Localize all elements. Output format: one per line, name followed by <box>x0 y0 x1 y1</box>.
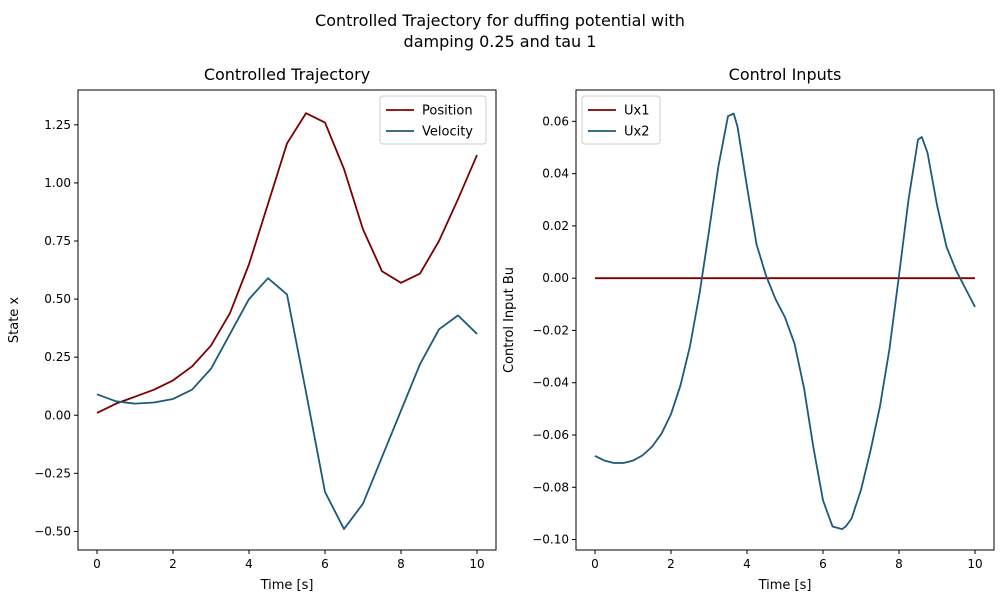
y-tick-label: −0.02 <box>532 323 569 337</box>
x-tick-label: 4 <box>743 557 751 571</box>
y-tick-label: 0.04 <box>542 167 569 181</box>
x-tick-label: 10 <box>469 557 484 571</box>
y-tick-label: 0.75 <box>44 234 71 248</box>
y-tick-label: −0.25 <box>34 466 71 480</box>
legend-box <box>379 95 487 145</box>
subplot-title: Controlled Trajectory <box>204 65 370 84</box>
y-tick-label: 0.06 <box>542 114 569 128</box>
y-tick-label: −0.50 <box>34 524 71 538</box>
y-tick-label: −0.06 <box>532 428 569 442</box>
plot-frame <box>77 89 497 551</box>
y-tick-label: 0.50 <box>44 292 71 306</box>
y-axis-label: Control Input Bu <box>502 267 517 373</box>
y-tick-label: 0.25 <box>44 350 71 364</box>
x-tick-label: 2 <box>169 557 177 571</box>
legend-label-ux2: Ux2 <box>624 125 649 140</box>
legend-label-ux1: Ux1 <box>624 104 649 119</box>
y-tick-label: −0.08 <box>532 480 569 494</box>
legend: Position Velocity <box>379 95 487 145</box>
legend-label-velocity: Velocity <box>422 125 473 140</box>
y-tick-label: 0.00 <box>542 271 569 285</box>
x-tick-label: 0 <box>591 557 599 571</box>
x-tick-label: 8 <box>895 557 903 571</box>
subplot-2: Control Inputs 0 2 4 6 8 10 −0.10 −0.08 −0.06 −0.0… <box>502 65 995 593</box>
figure-title-line-2: damping 0.25 and tau 1 <box>403 32 597 51</box>
y-tick-label: −0.10 <box>532 533 569 547</box>
y-tick-label: 0.02 <box>542 219 569 233</box>
series-line-velocity <box>96 277 478 530</box>
x-tick-label: 0 <box>93 557 101 571</box>
series-line-ux2 <box>594 112 976 530</box>
y-tick-label: 1.25 <box>44 118 71 132</box>
figure-title: Controlled Trajectory for duffing potent… <box>0 10 1000 52</box>
plot-frame <box>575 89 995 551</box>
subplot-1: Controlled Trajectory 0 2 4 6 8 10 −0.50 −0.25 0.… <box>7 65 497 593</box>
x-tick-label: 2 <box>667 557 675 571</box>
x-tick-label: 10 <box>967 557 982 571</box>
figure-title-line-1: Controlled Trajectory for duffing potent… <box>315 11 685 30</box>
y-tick-label: 0.00 <box>44 408 71 422</box>
y-tick-label: 1.00 <box>44 176 71 190</box>
x-tick-label: 4 <box>245 557 253 571</box>
subplot-title: Control Inputs <box>729 65 842 84</box>
legend-box <box>581 95 661 145</box>
x-tick-label: 8 <box>397 557 405 571</box>
x-axis-label: Time [s] <box>758 578 812 593</box>
y-axis-label: State x <box>7 297 22 344</box>
legend-label-position: Position <box>422 104 473 119</box>
x-tick-label: 6 <box>321 557 329 571</box>
x-axis-label: Time [s] <box>260 578 314 593</box>
y-tick-label: −0.04 <box>532 376 569 390</box>
series-line-position <box>96 112 478 414</box>
x-tick-label: 6 <box>819 557 827 571</box>
